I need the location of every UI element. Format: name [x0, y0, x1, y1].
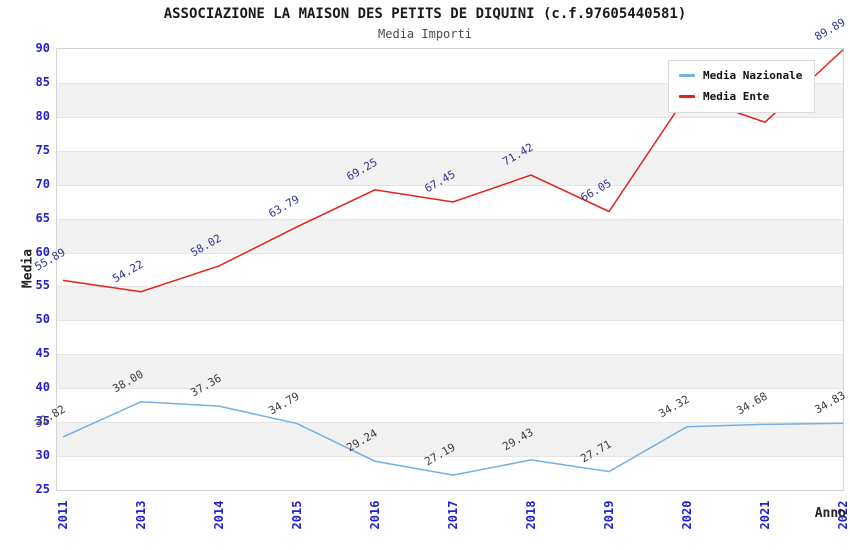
gridline — [57, 422, 843, 424]
x-tick-label: 2011 — [56, 500, 70, 530]
y-tick-label: 85 — [35, 74, 50, 89]
gridline — [57, 82, 843, 84]
plot-area — [56, 48, 844, 491]
plot-band — [57, 116, 843, 151]
legend-swatch-line-icon — [679, 95, 695, 98]
x-tick-label: 2014 — [212, 500, 226, 530]
x-tick-label: 2020 — [680, 500, 694, 530]
plot-band — [57, 252, 843, 287]
legend-label: Media Ente — [703, 90, 770, 103]
y-tick-label: 25 — [35, 482, 50, 496]
series-line-media-nazionale — [62, 401, 844, 476]
x-axis-title: Anno — [814, 506, 846, 521]
plot-band — [57, 320, 843, 355]
y-tick-label: 75 — [35, 142, 50, 157]
y-tick-label: 80 — [35, 108, 50, 123]
plot-band — [57, 286, 843, 321]
x-tick-label: 2017 — [446, 500, 460, 530]
plot-band — [57, 150, 843, 185]
y-tick-label: 65 — [35, 210, 50, 225]
plot-band — [57, 422, 843, 457]
y-tick-label: 55 — [35, 278, 50, 293]
chart-title: ASSOCIAZIONE LA MAISON DES PETITS DE DIQ… — [163, 6, 687, 22]
legend: Media Nazionale Media Ente — [668, 60, 816, 113]
gridline — [57, 354, 843, 356]
x-tick-label: 2013 — [134, 500, 148, 530]
gridline — [57, 252, 843, 254]
legend-label: Media Nazionale — [703, 69, 803, 82]
legend-swatch-line-icon — [679, 74, 695, 77]
gridline — [57, 286, 843, 288]
y-tick-label: 90 — [35, 41, 50, 55]
y-tick-label: 30 — [35, 448, 50, 463]
x-tick-label: 2016 — [368, 500, 382, 530]
gridline — [57, 218, 843, 220]
plot-band — [57, 354, 843, 389]
legend-item-media-ente: Media Ente — [679, 90, 802, 103]
gridline — [57, 456, 843, 458]
plot-band — [57, 456, 843, 490]
y-tick-label: 70 — [35, 176, 50, 191]
chart-subtitle: Media Importi — [378, 27, 472, 41]
y-tick-label: 60 — [35, 244, 50, 259]
x-tick-label: 2019 — [602, 500, 616, 530]
legend-item-media-nazionale: Media Nazionale — [679, 69, 802, 82]
x-tick-label: 2021 — [758, 500, 772, 530]
y-tick-label: 40 — [35, 380, 50, 395]
gridline — [57, 388, 843, 390]
y-tick-label: 45 — [35, 346, 50, 361]
y-tick-label: 50 — [35, 312, 50, 327]
x-tick-label: 2018 — [524, 500, 538, 530]
gridline — [57, 184, 843, 186]
x-tick-label: 2015 — [290, 500, 304, 530]
gridline — [57, 150, 843, 152]
plot-band — [57, 388, 843, 423]
series-plot-svg — [62, 49, 844, 476]
gridline — [57, 116, 843, 118]
gridline — [57, 320, 843, 322]
plot-band — [57, 218, 843, 253]
y-tick-label: 35 — [35, 414, 50, 429]
